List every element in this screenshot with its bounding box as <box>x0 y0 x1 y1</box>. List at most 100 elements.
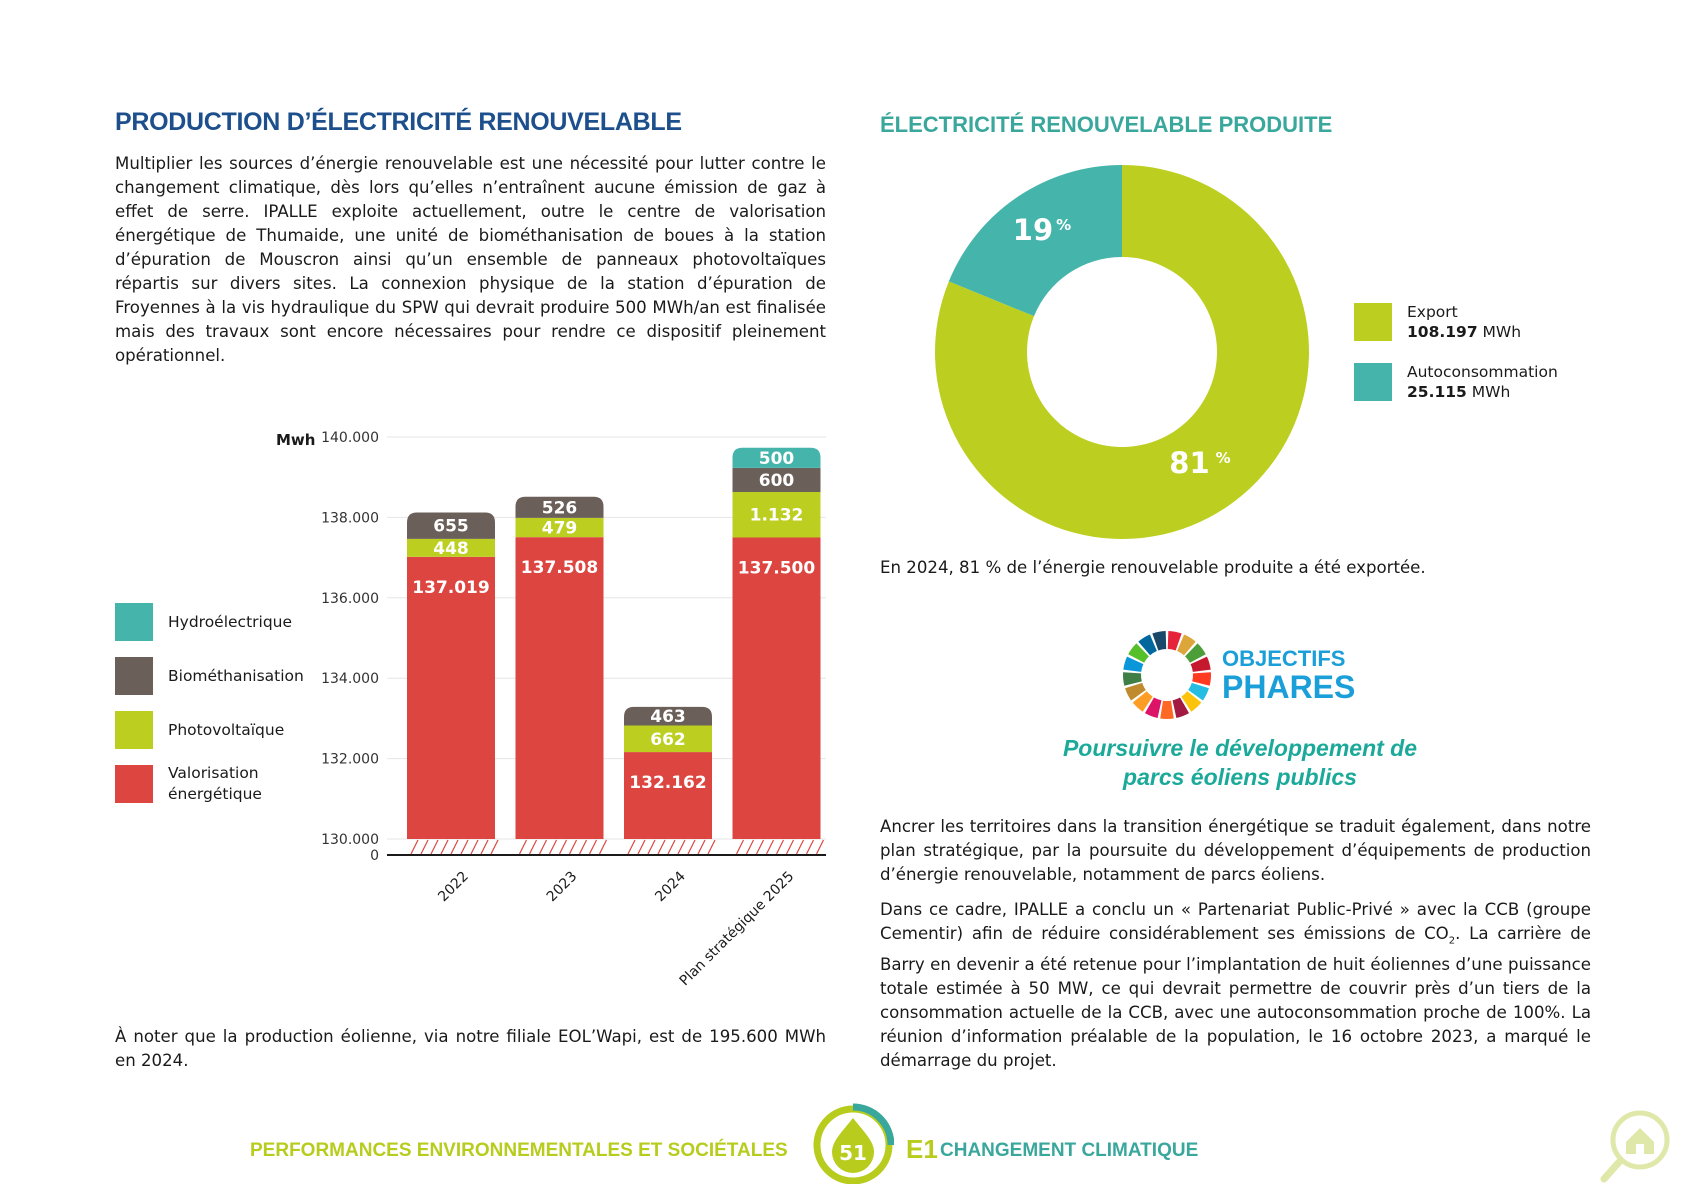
y-axis-label: Mwh <box>276 431 315 449</box>
bar-value-label: 655 <box>433 517 469 537</box>
sdg-wheel-icon <box>1123 631 1211 719</box>
intro-paragraph: Multiplier les sources d’énergie renouve… <box>115 154 826 365</box>
footer-chapter-title: CHANGEMENT CLIMATIQUE <box>940 1140 1199 1161</box>
slice-label-export: 81% <box>1169 446 1230 480</box>
legend-label: Photovoltaïque <box>168 720 285 739</box>
bar-segment <box>407 556 495 839</box>
bar-value-label: 137.019 <box>412 578 489 598</box>
slice-label-autoconsommation: 19% <box>1013 213 1071 247</box>
bar-value-label: 132.162 <box>629 773 706 793</box>
y-tick-label: 136.000 <box>321 591 379 607</box>
axis-break-hatch <box>735 839 825 855</box>
page-number-badge: 51 <box>813 1103 894 1184</box>
legend-swatch <box>115 603 153 641</box>
magnifier-house-icon <box>1600 1110 1670 1183</box>
sdg-wheel-segment <box>1123 672 1142 686</box>
y-tick-label: 140.000 <box>321 430 379 446</box>
legend-swatch <box>115 765 153 803</box>
bar-value-label: 526 <box>542 498 578 518</box>
legend-label: Biométhanisation <box>168 666 304 685</box>
legend-label: Export 108.197 MWh <box>1407 303 1522 341</box>
bar-segment <box>624 725 712 753</box>
bar-segment <box>624 706 712 726</box>
axis-break-hatch <box>627 839 716 855</box>
sdg-wheel-segment <box>1125 682 1146 701</box>
bar-value-label: 137.500 <box>738 559 816 579</box>
bar-segment <box>732 467 821 492</box>
x-category-label: 2024 <box>652 868 689 905</box>
y-tick-label: 0 <box>370 848 379 864</box>
goal-title: Poursuivre le développement de parcs éol… <box>1062 735 1418 790</box>
bar-segment <box>732 537 821 839</box>
bar-value-label: 1.132 <box>750 506 804 526</box>
bar-segment <box>407 538 495 557</box>
pie-heading: ÉLECTRICITÉ RENOUVELABLE PRODUITE <box>880 112 1333 137</box>
donut-slice-export <box>935 165 1309 539</box>
legend-label: Hydroélectrique <box>168 612 293 631</box>
bar-value-label: 448 <box>433 539 469 559</box>
x-category-label: Plan stratégique 2025 <box>677 869 798 990</box>
sdg-title-line2: PHARES <box>1222 669 1356 705</box>
bar-segment <box>732 491 821 538</box>
bar-value-label: 500 <box>759 449 795 469</box>
pie-legend-export: Export 108.197 MWh <box>1354 302 1558 342</box>
y-tick-label: 134.000 <box>321 671 379 687</box>
bar-chart: Mwh 140.000 138.000 136.000 134.000 132.000 1… <box>276 430 826 990</box>
section-heading: PRODUCTION D’ÉLECTRICITÉ RENOUVELABLE <box>115 108 682 136</box>
y-tick-label: 130.000 <box>321 832 379 848</box>
bar-segment <box>624 752 712 839</box>
sdg-wheel-segment <box>1185 643 1206 663</box>
donut-slice-autoconsommation <box>948 165 1122 317</box>
sdg-title-line1: OBJECTIFS <box>1222 646 1346 671</box>
sdg-wheel-segment <box>1152 631 1167 651</box>
sdg-wheel-segment <box>1160 700 1174 719</box>
legend-swatch <box>1354 363 1392 401</box>
sdg-wheel-segment <box>1144 697 1162 718</box>
wind-note: À noter que la production éolienne, via … <box>115 1027 826 1070</box>
ppp-paragraph: Dans ce cadre, IPALLE a conclu un « Part… <box>880 900 1591 1071</box>
bar-legend: Hydroélectrique Biométhanisation Photovo… <box>115 603 304 805</box>
sdg-wheel-segment <box>1188 682 1209 701</box>
sdg-wheel-segment <box>1132 691 1153 712</box>
bar-value-label: 137.508 <box>521 558 598 578</box>
bar-segment <box>515 537 604 839</box>
axis-break-hatch <box>410 839 499 855</box>
axis-break-hatch <box>518 839 608 855</box>
sdg-wheel-segment <box>1128 643 1149 663</box>
sdg-wheel-segment <box>1192 672 1211 686</box>
bar-value-label: 479 <box>542 519 578 539</box>
strategy-paragraph: Ancrer les territoires dans la transitio… <box>880 817 1591 884</box>
legend-swatch <box>115 711 153 749</box>
bar-segment <box>515 496 604 518</box>
sdg-wheel-segment <box>1172 697 1190 718</box>
legend-item-photovoltaique: Photovoltaïque <box>115 711 304 749</box>
y-tick-label: 138.000 <box>321 510 379 526</box>
sdg-wheel-segment <box>1138 634 1157 656</box>
bar-segment <box>732 447 821 468</box>
legend-label: Autoconsommation 25.115 MWh <box>1407 363 1558 401</box>
sdg-wheel-segment <box>1177 634 1196 656</box>
sdg-wheel-segment <box>1123 656 1144 672</box>
y-tick-label: 132.000 <box>321 752 379 768</box>
legend-swatch <box>1354 303 1392 341</box>
sdg-wheel-segment <box>1190 656 1211 672</box>
pie-caption: En 2024, 81 % de l’énergie renouvelable … <box>880 558 1426 577</box>
bar-value-label: 463 <box>650 707 686 727</box>
bar-segment <box>407 512 495 539</box>
x-category-label: 2023 <box>544 869 581 906</box>
bar-value-label: 600 <box>759 471 795 491</box>
legend-label: Valorisation énergétique <box>168 764 262 803</box>
donut-chart: 19% 81% <box>935 165 1309 539</box>
pie-legend-autoconsommation: Autoconsommation 25.115 MWh <box>1354 362 1558 402</box>
x-category-label: 2022 <box>435 869 472 906</box>
page-number: 51 <box>839 1141 867 1165</box>
sdg-wheel-segment <box>1167 631 1182 651</box>
legend-item-hydro: Hydroélectrique <box>115 603 304 641</box>
bar-segment <box>515 517 604 538</box>
sdg-wheel-segment <box>1181 691 1202 712</box>
section-code: E1 <box>906 1134 938 1164</box>
bar-value-label: 662 <box>650 730 686 750</box>
footer-section-title: PERFORMANCES ENVIRONNEMENTALES ET SOCIÉT… <box>250 1140 788 1161</box>
legend-swatch <box>115 657 153 695</box>
pie-legend: Export 108.197 MWh Autoconsommation 25.1… <box>1354 302 1558 402</box>
